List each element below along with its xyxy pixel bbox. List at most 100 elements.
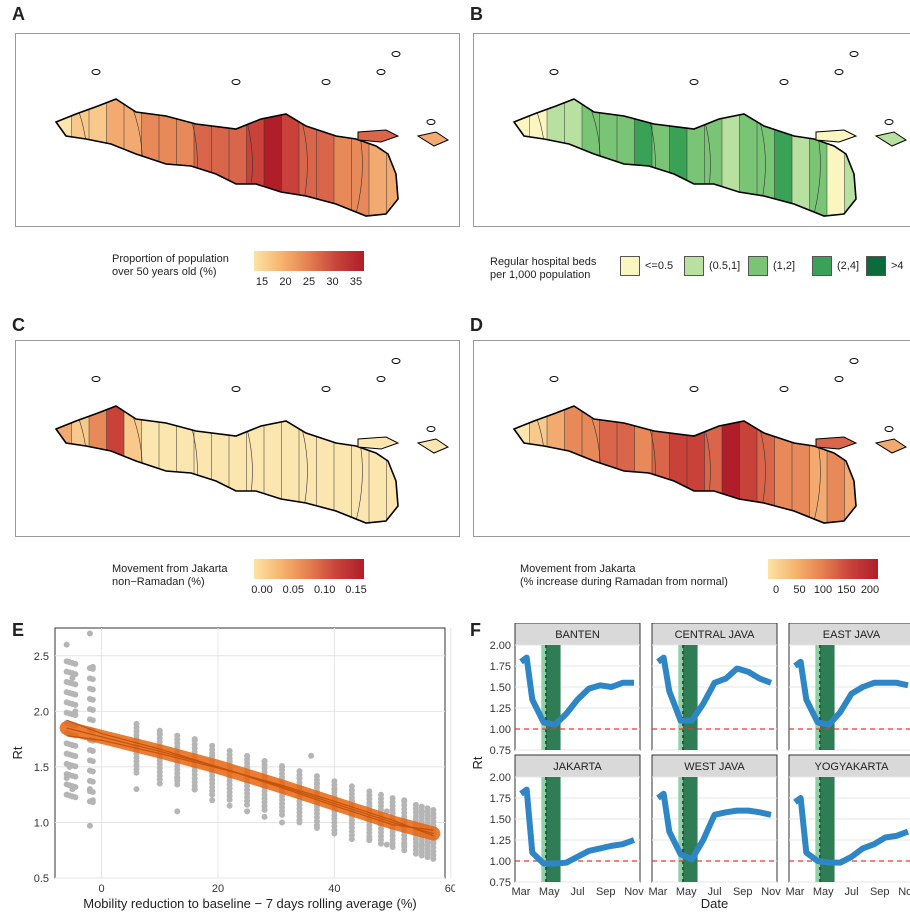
scatter-point [86, 786, 93, 793]
map-region [686, 99, 706, 216]
map-region [246, 99, 265, 216]
scatter-point [261, 758, 268, 765]
scatter-point [366, 788, 373, 795]
legend-b: Regular hospital beds per 1,000 populati… [490, 256, 596, 282]
small-island [849, 51, 859, 57]
scatter-point [72, 660, 79, 667]
map-region [774, 99, 793, 216]
fit-line [66, 735, 434, 837]
scatter-point [89, 663, 96, 670]
scatter-point [133, 720, 140, 727]
scatter-point [209, 752, 216, 759]
small-island [884, 119, 894, 125]
map-region [514, 406, 531, 523]
java-island-outline [54, 405, 399, 524]
scatter-point [89, 768, 96, 775]
legend-tick-label: 150 [837, 584, 856, 596]
map-region [298, 406, 318, 523]
legend-category-label: <=0.5 [645, 260, 674, 272]
map-region [228, 406, 248, 523]
scatter-point [72, 681, 79, 688]
bali-island [416, 131, 450, 147]
scatter-point [424, 805, 431, 812]
facet-plot-area [514, 776, 641, 883]
y-tick-label: 0.75 [490, 745, 511, 757]
x-tick-label: Mar [786, 886, 805, 898]
rt-series-line [793, 795, 910, 866]
map-region [721, 99, 741, 216]
madura-island [815, 436, 858, 450]
map-region [756, 99, 776, 216]
x-tick-label: Nov [898, 886, 910, 898]
x-tick-label: Jul [707, 886, 721, 898]
bali-island [874, 131, 908, 147]
map-region [634, 99, 653, 216]
map-region [368, 406, 388, 523]
scatter-point [133, 786, 140, 793]
small-island [549, 69, 559, 75]
legend-tick-label: 0.00 [251, 584, 273, 596]
y-tick-label: 1.50 [490, 682, 511, 694]
map-region [704, 406, 723, 523]
scatter-point [226, 747, 233, 754]
scatter-point [89, 747, 96, 754]
scatter-point [66, 763, 73, 770]
map-region [564, 99, 583, 216]
ramadan-band [819, 777, 835, 882]
legend-category-label: (2,4] [837, 260, 860, 272]
panel-label-a: A [12, 4, 25, 24]
scatter-point [331, 778, 338, 785]
legend-tick-label: 0 [772, 584, 780, 596]
chart-e-scatter: 0.5 1.0 1.5 2.0 2.5 0 20 40 60 Mobility reduction… [10, 627, 455, 911]
x-tick-label: Nov [624, 886, 644, 898]
small-island [376, 376, 386, 382]
legend-tick-label: 100 [813, 584, 833, 596]
scatter-point [279, 763, 286, 770]
small-island [779, 79, 789, 85]
map-region [721, 406, 741, 523]
plot-area [54, 627, 446, 879]
legend-d-gradient [768, 559, 878, 579]
small-island [689, 386, 699, 392]
map-region [809, 99, 828, 216]
ramadan-band [819, 645, 835, 750]
java-island-outline [54, 98, 399, 217]
ramadan-band [545, 777, 561, 882]
x-tick-label: May [539, 886, 560, 898]
small-island [849, 358, 859, 364]
java-map-a [54, 51, 450, 217]
facet-title: WEST JAVA [684, 761, 745, 773]
y-tick-label: 1.00 [490, 724, 511, 736]
scatter-point [331, 830, 338, 837]
bali-island [874, 438, 908, 454]
x-tick-label: 0 [99, 883, 105, 895]
panel-label-e: E [12, 620, 25, 640]
map-region [211, 406, 230, 523]
scatter-point [430, 813, 437, 820]
legend-tick-label: 30 [326, 276, 339, 288]
pre-ramadan-band [815, 645, 820, 750]
legend-tick-label: 20 [279, 276, 292, 288]
small-island [834, 69, 844, 75]
scatter-point [401, 841, 408, 848]
map-region [176, 99, 195, 216]
map-region [686, 406, 706, 523]
map-region [176, 406, 195, 523]
scatter-point [331, 786, 338, 793]
x-tick-label: May [676, 886, 697, 898]
map-region [826, 406, 846, 523]
rt-series-line [793, 658, 909, 728]
scatter-point [209, 797, 216, 804]
small-island [376, 69, 386, 75]
legend-a-gradient [254, 251, 364, 271]
map-region [756, 406, 776, 523]
scatter-point [279, 819, 286, 826]
ramadan-band [682, 645, 698, 750]
x-tick-label: Mar [512, 886, 531, 898]
panel-label-c: C [12, 315, 25, 335]
y-tick-label: 1.25 [490, 835, 511, 847]
scatter-point [174, 732, 181, 739]
scatter-point [89, 717, 96, 724]
map-region [141, 99, 160, 216]
y-axis-label: Rt [470, 756, 485, 769]
